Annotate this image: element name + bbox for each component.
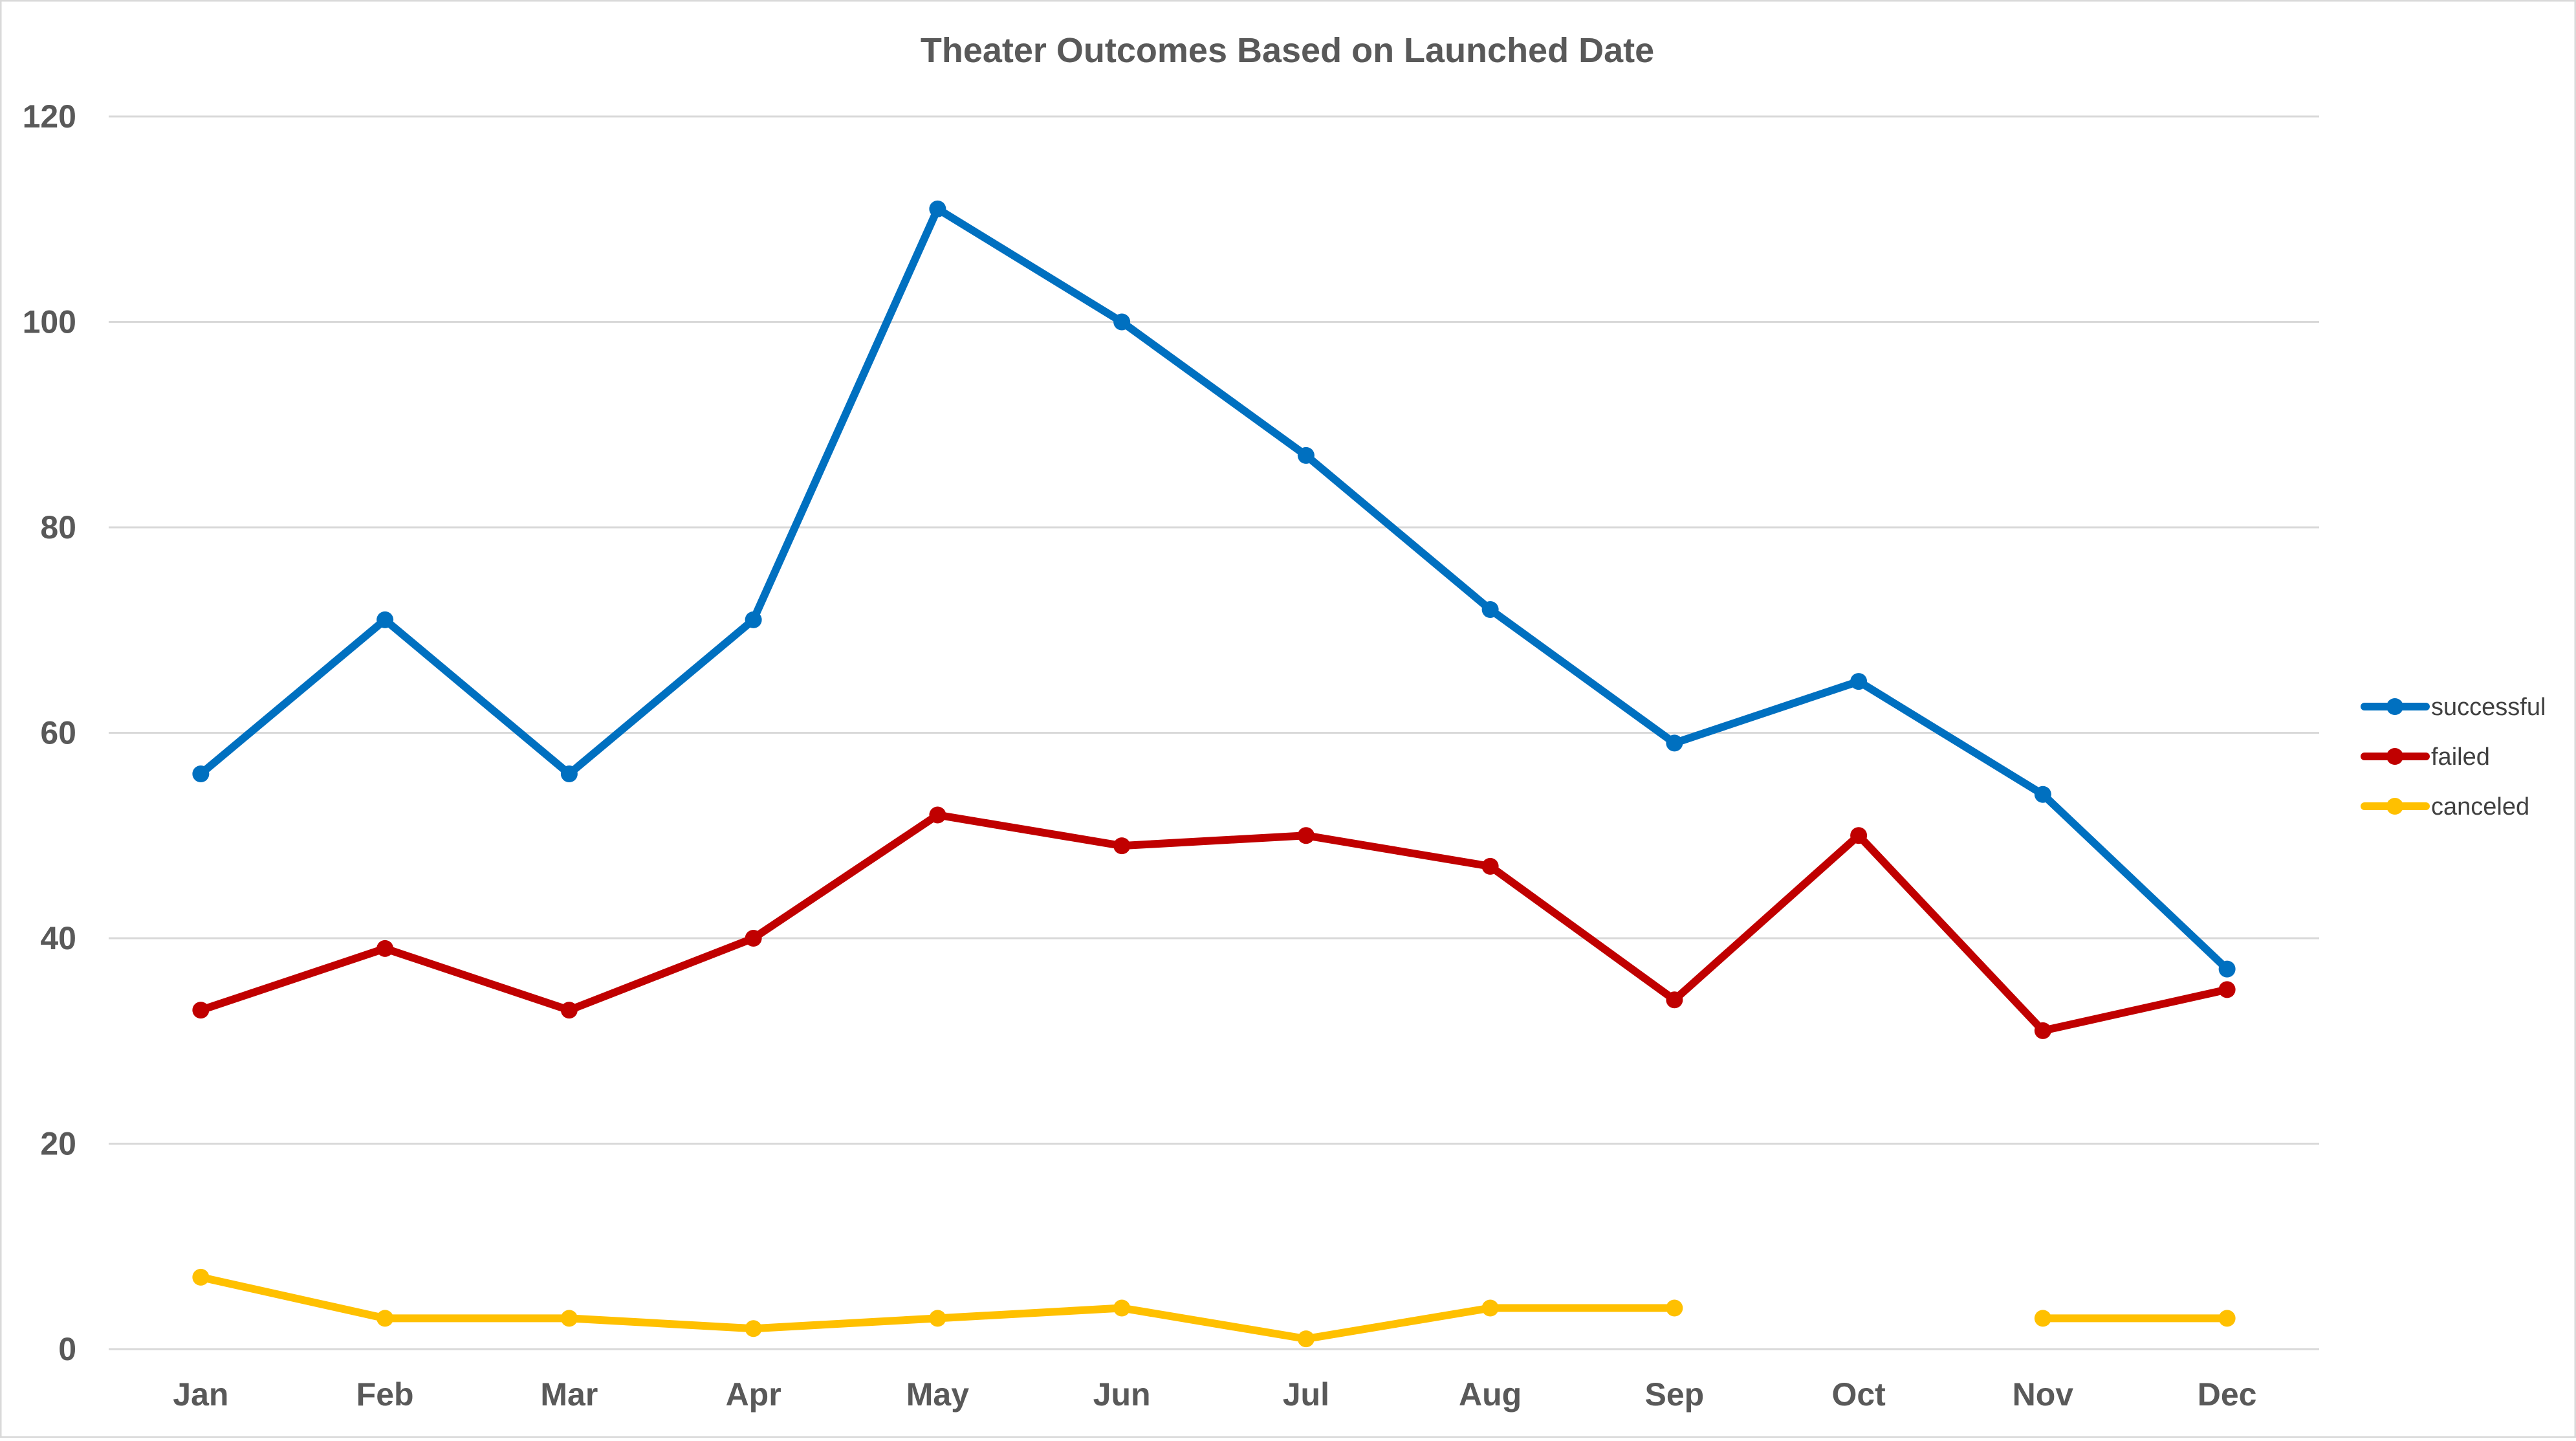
x-tick-label: Oct: [1831, 1376, 1886, 1413]
data-point-canceled: [1113, 1299, 1131, 1317]
y-axis-ticks: 0 20 40 60 80 100 120: [23, 98, 76, 1367]
data-point-failed: [745, 930, 762, 947]
data-point-failed: [2218, 981, 2236, 998]
data-point-successful: [192, 765, 210, 782]
legend-item-successful: successful: [2361, 694, 2546, 721]
x-tick-label: Jul: [1283, 1376, 1329, 1413]
data-point-successful: [377, 611, 394, 628]
y-tick-label: 60: [40, 715, 76, 751]
x-tick-label: Dec: [2198, 1376, 2257, 1413]
data-point-successful: [1113, 313, 1131, 331]
series-line-successful: [197, 204, 2231, 973]
data-point-successful: [1297, 446, 1315, 464]
legend-marker: [2386, 698, 2403, 715]
data-point-successful: [560, 765, 578, 782]
y-tick-label: 80: [40, 509, 76, 545]
data-point-failed: [1481, 857, 1499, 875]
legend-label: successful: [2431, 694, 2546, 721]
data-point-canceled: [377, 1310, 394, 1327]
y-tick-label: 0: [58, 1331, 76, 1367]
data-point-failed: [192, 1002, 210, 1019]
y-tick-label: 20: [40, 1126, 76, 1162]
series-failed: [192, 806, 2236, 1039]
data-point-failed: [929, 806, 946, 824]
y-tick-label: 120: [23, 98, 76, 135]
x-tick-label: Jan: [173, 1376, 228, 1413]
x-tick-label: Feb: [356, 1376, 414, 1413]
series-line-failed: [197, 811, 2231, 1035]
x-tick-label: Jun: [1093, 1376, 1151, 1413]
series-successful: [192, 200, 2236, 978]
data-point-canceled: [1297, 1330, 1315, 1348]
data-point-canceled: [560, 1310, 578, 1327]
series-group: [192, 200, 2236, 1348]
legend-marker: [2386, 798, 2403, 815]
legend: successful failed canceled: [2361, 694, 2546, 820]
y-tick-label: 100: [23, 304, 76, 340]
y-tick-label: 40: [40, 920, 76, 956]
legend-marker: [2386, 748, 2403, 765]
data-point-failed: [1297, 827, 1315, 844]
x-axis-ticks: Jan Feb Mar Apr May Jun Jul Aug Sep Oct Nov Dec: [173, 1376, 2256, 1413]
legend-item-failed: failed: [2361, 743, 2490, 771]
data-point-failed: [1850, 827, 1868, 844]
data-point-successful: [2034, 786, 2051, 803]
x-tick-label: Mar: [540, 1376, 598, 1413]
x-tick-label: May: [906, 1376, 969, 1413]
x-tick-label: Sep: [1645, 1376, 1705, 1413]
data-point-failed: [377, 940, 394, 957]
legend-label: canceled: [2431, 793, 2529, 820]
data-point-successful: [1481, 601, 1499, 618]
series-canceled: [192, 1268, 2236, 1348]
x-tick-label: Apr: [726, 1376, 781, 1413]
data-point-failed: [560, 1002, 578, 1019]
x-tick-label: Nov: [2013, 1376, 2074, 1413]
data-point-canceled: [1666, 1299, 1683, 1317]
data-point-canceled: [2218, 1310, 2236, 1327]
data-point-failed: [1113, 837, 1131, 855]
data-point-successful: [1666, 734, 1683, 752]
data-point-failed: [2034, 1022, 2051, 1039]
data-point-canceled: [929, 1310, 946, 1327]
data-point-failed: [1666, 991, 1683, 1009]
chart-title: Theater Outcomes Based on Launched Date: [921, 31, 1654, 70]
data-point-canceled: [192, 1268, 210, 1286]
legend-item-canceled: canceled: [2361, 793, 2529, 820]
gridlines: [109, 115, 2319, 1350]
data-point-canceled: [2034, 1310, 2051, 1327]
x-tick-label: Aug: [1459, 1376, 1522, 1413]
legend-label: failed: [2431, 743, 2490, 771]
data-point-canceled: [745, 1320, 762, 1337]
data-point-successful: [745, 611, 762, 628]
data-point-successful: [2218, 960, 2236, 978]
data-point-successful: [929, 200, 946, 217]
data-point-successful: [1850, 673, 1868, 690]
data-point-canceled: [1481, 1299, 1499, 1317]
